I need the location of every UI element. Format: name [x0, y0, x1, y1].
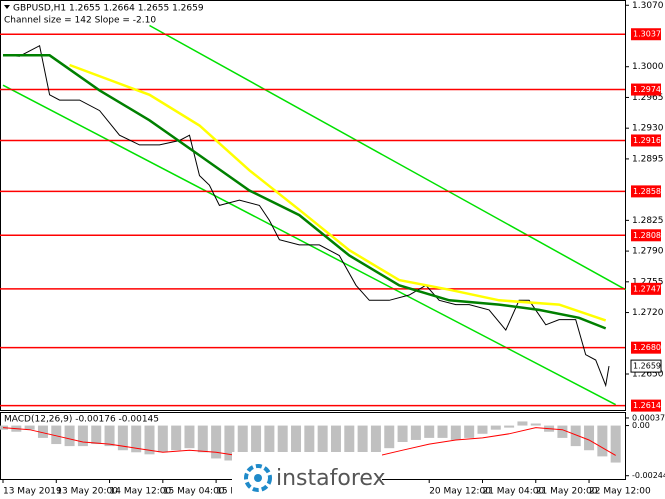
- macd-bar: [384, 425, 395, 449]
- level-box: [631, 399, 661, 412]
- macd-bar: [51, 425, 62, 445]
- y-tick-label: 1.2755: [632, 277, 664, 287]
- macd-bar: [490, 425, 501, 430]
- level-label: 1.2747: [633, 284, 661, 293]
- macd-y-tick-label: -0.00244: [632, 471, 665, 480]
- macd-bar: [77, 425, 88, 447]
- level-box: [631, 83, 661, 96]
- macd-bar: [424, 425, 435, 438]
- y-tick-label: 1.3000: [632, 62, 664, 72]
- macd-y-tick-label: 0.00: [632, 421, 650, 430]
- macd-bar: [357, 425, 368, 457]
- macd-bar: [437, 425, 448, 438]
- macd-bar: [330, 425, 341, 461]
- macd-bar: [197, 425, 208, 453]
- y-tick-label: 1.2965: [632, 93, 664, 103]
- macd-bar: [237, 425, 248, 461]
- x-tick-label: 13 May 2019: [3, 487, 62, 497]
- watermark: instaforex: [276, 466, 386, 491]
- macd-bar: [277, 425, 288, 465]
- x-tick-label: 20 May 12:00: [429, 487, 491, 497]
- current-price-box: [630, 359, 662, 373]
- macd-title: MACD(12,26,9) -0.00176 -0.00145: [4, 415, 159, 425]
- level-box: [631, 229, 661, 242]
- macd-bar: [171, 425, 182, 451]
- macd-bar: [370, 425, 381, 453]
- x-tick-label: 15 May 04:00: [163, 487, 225, 497]
- y-tick-label: 1.2650: [632, 370, 664, 380]
- macd-bar: [317, 425, 328, 461]
- macd-bar: [610, 425, 621, 463]
- macd-bar: [184, 425, 195, 449]
- y-tick-label: 1.2930: [632, 124, 664, 134]
- macd-bar: [530, 423, 541, 426]
- level-box: [631, 282, 661, 295]
- macd-bar: [224, 425, 235, 461]
- macd-bar: [91, 425, 102, 445]
- macd-bar: [251, 425, 262, 463]
- macd-bar: [504, 425, 515, 428]
- moving-average: [69, 63, 607, 322]
- level-box: [631, 134, 661, 147]
- y-tick-label: 1.2720: [632, 308, 664, 318]
- x-tick-label: 21 May 04:00: [482, 487, 544, 497]
- level-label: 1.3037: [633, 30, 661, 39]
- y-tick-label: 1.2790: [632, 247, 664, 257]
- macd-bar: [144, 425, 155, 455]
- y-tick-label: 1.2825: [632, 216, 664, 226]
- level-box: [631, 341, 661, 354]
- macd-bar: [211, 425, 222, 459]
- level-label: 1.2680: [633, 343, 661, 352]
- macd-bar: [117, 425, 128, 451]
- channel-line: [149, 24, 627, 291]
- level-label: 1.2614: [633, 401, 661, 410]
- level-label: 1.2974: [633, 85, 661, 94]
- macd-bar: [264, 425, 275, 463]
- level-label: 1.2858: [633, 187, 661, 196]
- x-tick-label: 13 May 20:00: [56, 487, 118, 497]
- macd-bar: [131, 425, 142, 453]
- macd-bar: [291, 425, 302, 465]
- x-tick-label: 21 May 20:00: [536, 487, 598, 497]
- macd-bar: [37, 425, 48, 438]
- x-tick-label: 22 May 12:00: [589, 487, 651, 497]
- macd-bar: [450, 425, 461, 440]
- moving-average: [3, 54, 607, 330]
- macd-y-tick-label: 0.00037: [632, 413, 665, 422]
- y-tick-label: 1.2895: [632, 154, 664, 164]
- macd-bar: [304, 425, 315, 463]
- x-tick-label: 14 May 12:00: [110, 487, 172, 497]
- macd-bar: [24, 425, 35, 430]
- level-label: 1.2916: [633, 136, 661, 145]
- chart-subtitle: Channel size = 142 Slope = -2.10: [4, 16, 156, 26]
- macd-bar: [397, 425, 408, 443]
- macd-bar: [557, 425, 568, 438]
- macd-bar: [410, 425, 421, 440]
- macd-bar: [104, 425, 115, 447]
- macd-bar: [464, 425, 475, 438]
- macd-bar: [344, 425, 355, 459]
- macd-bar: [157, 425, 168, 453]
- current-price: 1.2659: [633, 362, 661, 371]
- symbol-arrow: [4, 5, 10, 9]
- level-box: [631, 185, 661, 198]
- macd-bar: [517, 421, 528, 426]
- macd-bar: [597, 425, 608, 457]
- level-label: 1.2808: [633, 231, 661, 240]
- macd-bar: [477, 425, 488, 434]
- watermark-logo: [244, 464, 272, 492]
- macd-bar: [584, 425, 595, 451]
- price-frame: [0, 0, 626, 411]
- level-box: [631, 28, 661, 41]
- macd-bar: [64, 425, 75, 447]
- macd-bar: [570, 425, 581, 447]
- y-tick-label: 1.3070: [632, 1, 664, 11]
- chart-title: GBPUSD,H1 1.2655 1.2664 1.2655 1.2659: [13, 4, 204, 14]
